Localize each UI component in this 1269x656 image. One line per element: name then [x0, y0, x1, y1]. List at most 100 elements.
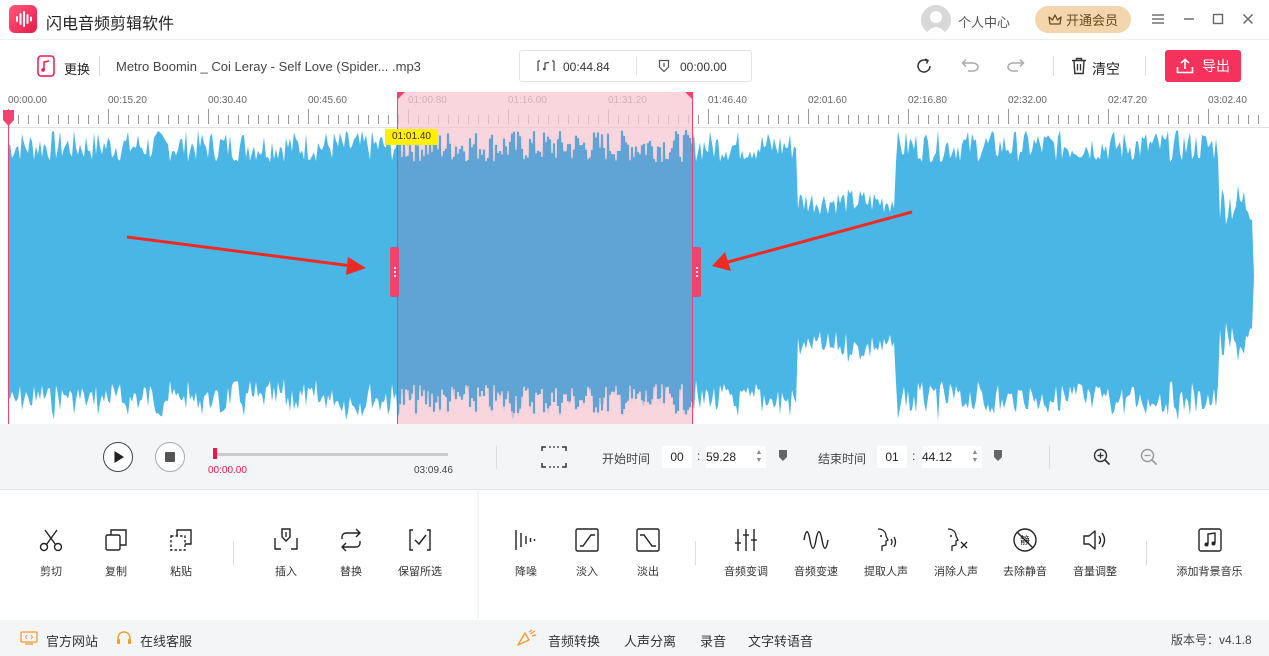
- zoom-in-icon[interactable]: [1093, 448, 1111, 471]
- extract-vocal-tool[interactable]: 提取人声: [851, 527, 921, 587]
- scissors-icon: [39, 529, 63, 552]
- ruler-label: 00:00.00: [8, 95, 47, 106]
- end-min-field[interactable]: 01: [877, 446, 907, 468]
- remove-silence-tool[interactable]: 静 去除静音: [990, 527, 1060, 587]
- minimize-icon[interactable]: [1177, 8, 1201, 30]
- end-spinner[interactable]: ▲ ▼: [971, 449, 979, 464]
- export-button[interactable]: 导出: [1165, 50, 1241, 82]
- divider: [1145, 56, 1146, 76]
- ruler-label: 02:32.00: [1008, 95, 1047, 106]
- keep-selected-tool[interactable]: 保留所选: [385, 527, 455, 587]
- start-sec-field[interactable]: 59.28: [706, 446, 766, 468]
- paste-icon: [170, 529, 192, 551]
- insert-icon: [274, 528, 298, 550]
- vip-button[interactable]: 开通会员: [1035, 6, 1131, 33]
- trash-icon[interactable]: [1071, 57, 1087, 80]
- ruler-label: 02:47.20: [1108, 95, 1147, 106]
- selection-start-handle[interactable]: [390, 247, 399, 297]
- end-sec-field[interactable]: 44.12: [922, 446, 982, 468]
- support-link[interactable]: 在线客服: [140, 634, 193, 649]
- svg-text:静: 静: [1020, 534, 1030, 547]
- selection-end-handle[interactable]: [692, 247, 701, 297]
- progress-handle[interactable]: [213, 448, 217, 459]
- menu-icon[interactable]: [1146, 8, 1170, 30]
- pitch-label: 音频变调: [724, 566, 768, 578]
- divider: [99, 56, 100, 76]
- add-bgm-tool[interactable]: 添加背景音乐: [1172, 527, 1247, 587]
- speed-tool[interactable]: 音频变速: [781, 527, 851, 587]
- close-icon[interactable]: [1236, 8, 1260, 30]
- replace-file-button[interactable]: 更换: [64, 62, 91, 77]
- clear-button[interactable]: 清空: [1092, 61, 1120, 77]
- replace-tool[interactable]: 替换: [316, 527, 386, 587]
- playback-bar: 00:00.00 03:09.46 开始时间 00 : 59.28 ▲ ▼ 结束时…: [0, 424, 1269, 490]
- denoise-tool[interactable]: 降噪: [491, 527, 561, 587]
- progress-track[interactable]: [214, 453, 448, 456]
- ruler-label: 00:15.20: [108, 95, 147, 106]
- duration-icon: [537, 60, 555, 71]
- end-time-label: 结束时间: [818, 452, 867, 466]
- headset-icon: [116, 630, 132, 651]
- undo-icon[interactable]: [960, 58, 980, 77]
- time-info-box: 00:44.84 00:00.00: [519, 50, 752, 82]
- start-marker-icon[interactable]: [778, 449, 788, 468]
- divider: [496, 445, 497, 469]
- voice-remove-icon: [947, 528, 968, 551]
- volume-tool[interactable]: 音量调整: [1060, 527, 1130, 587]
- version-label: 版本号：v4.1.8: [1171, 633, 1252, 647]
- maximize-icon[interactable]: [1206, 8, 1230, 30]
- current-time: 00:00.00: [208, 465, 247, 476]
- paste-tool[interactable]: 粘贴: [146, 527, 216, 587]
- start-min-field[interactable]: 00: [662, 446, 692, 468]
- tts-link[interactable]: 文字转语音: [748, 634, 814, 649]
- crown-icon: [1048, 13, 1062, 25]
- replace-label: 替换: [340, 566, 362, 578]
- music-file-icon[interactable]: [37, 55, 55, 82]
- file-toolbar: 更换 Metro Boomin _ Coi Leray - Self Love …: [0, 40, 1269, 92]
- reset-icon[interactable]: [915, 57, 933, 80]
- speed-label: 音频变速: [794, 566, 838, 578]
- stop-button[interactable]: [155, 442, 185, 472]
- remove-vocal-tool[interactable]: 消除人声: [921, 527, 991, 587]
- equalizer-icon: [735, 529, 757, 551]
- start-spinner[interactable]: ▲ ▼: [755, 449, 763, 464]
- divider: [1146, 541, 1147, 565]
- insert-tool[interactable]: 插入: [251, 527, 321, 587]
- add-bgm-label: 添加背景音乐: [1176, 566, 1243, 578]
- divider: [1049, 445, 1050, 469]
- keep-selection-icon: [409, 529, 431, 551]
- position-icon: [658, 59, 670, 73]
- title-bar: 闪电音频剪辑软件 个人中心 开通会员: [0, 0, 1269, 40]
- cut-tool[interactable]: 剪切: [16, 527, 86, 587]
- divider: [1053, 56, 1054, 76]
- tool-panel: 剪切 复制 粘贴 插入 替换 保留所选: [0, 491, 1269, 618]
- redo-icon[interactable]: [1006, 58, 1026, 77]
- edit-tools: 剪切 复制 粘贴 插入 替换 保留所选: [0, 491, 477, 618]
- swap-icon: [341, 528, 361, 552]
- fade-out-tool[interactable]: 淡出: [613, 527, 683, 587]
- time-tooltip: 01:01.40: [385, 129, 438, 145]
- ruler-label: 00:30.40: [208, 95, 247, 106]
- insert-label: 插入: [275, 566, 297, 578]
- colon: :: [697, 449, 701, 463]
- record-link[interactable]: 录音: [700, 634, 727, 649]
- remove-vocal-label: 消除人声: [934, 566, 978, 578]
- denoise-icon: [515, 530, 536, 550]
- copy-icon: [105, 529, 127, 551]
- website-link[interactable]: 官方网站: [46, 634, 99, 649]
- select-range-icon[interactable]: [540, 445, 568, 474]
- ruler-label: 02:01.60: [808, 95, 847, 106]
- user-center-link[interactable]: 个人中心: [958, 15, 1011, 30]
- avatar[interactable]: [921, 5, 951, 35]
- fade-in-tool[interactable]: 淡入: [552, 527, 622, 587]
- end-marker-icon[interactable]: [993, 449, 1003, 468]
- copy-tool[interactable]: 复制: [81, 527, 151, 587]
- play-button[interactable]: [103, 442, 133, 472]
- cut-label: 剪切: [40, 566, 62, 578]
- convert-link[interactable]: 音频转换: [548, 634, 601, 649]
- separate-link[interactable]: 人声分离: [624, 634, 677, 649]
- pitch-tool[interactable]: 音频变调: [711, 527, 781, 587]
- fade-out-label: 淡出: [637, 566, 659, 578]
- ruler-label: 00:45.60: [308, 95, 347, 106]
- zoom-out-icon[interactable]: [1140, 448, 1158, 471]
